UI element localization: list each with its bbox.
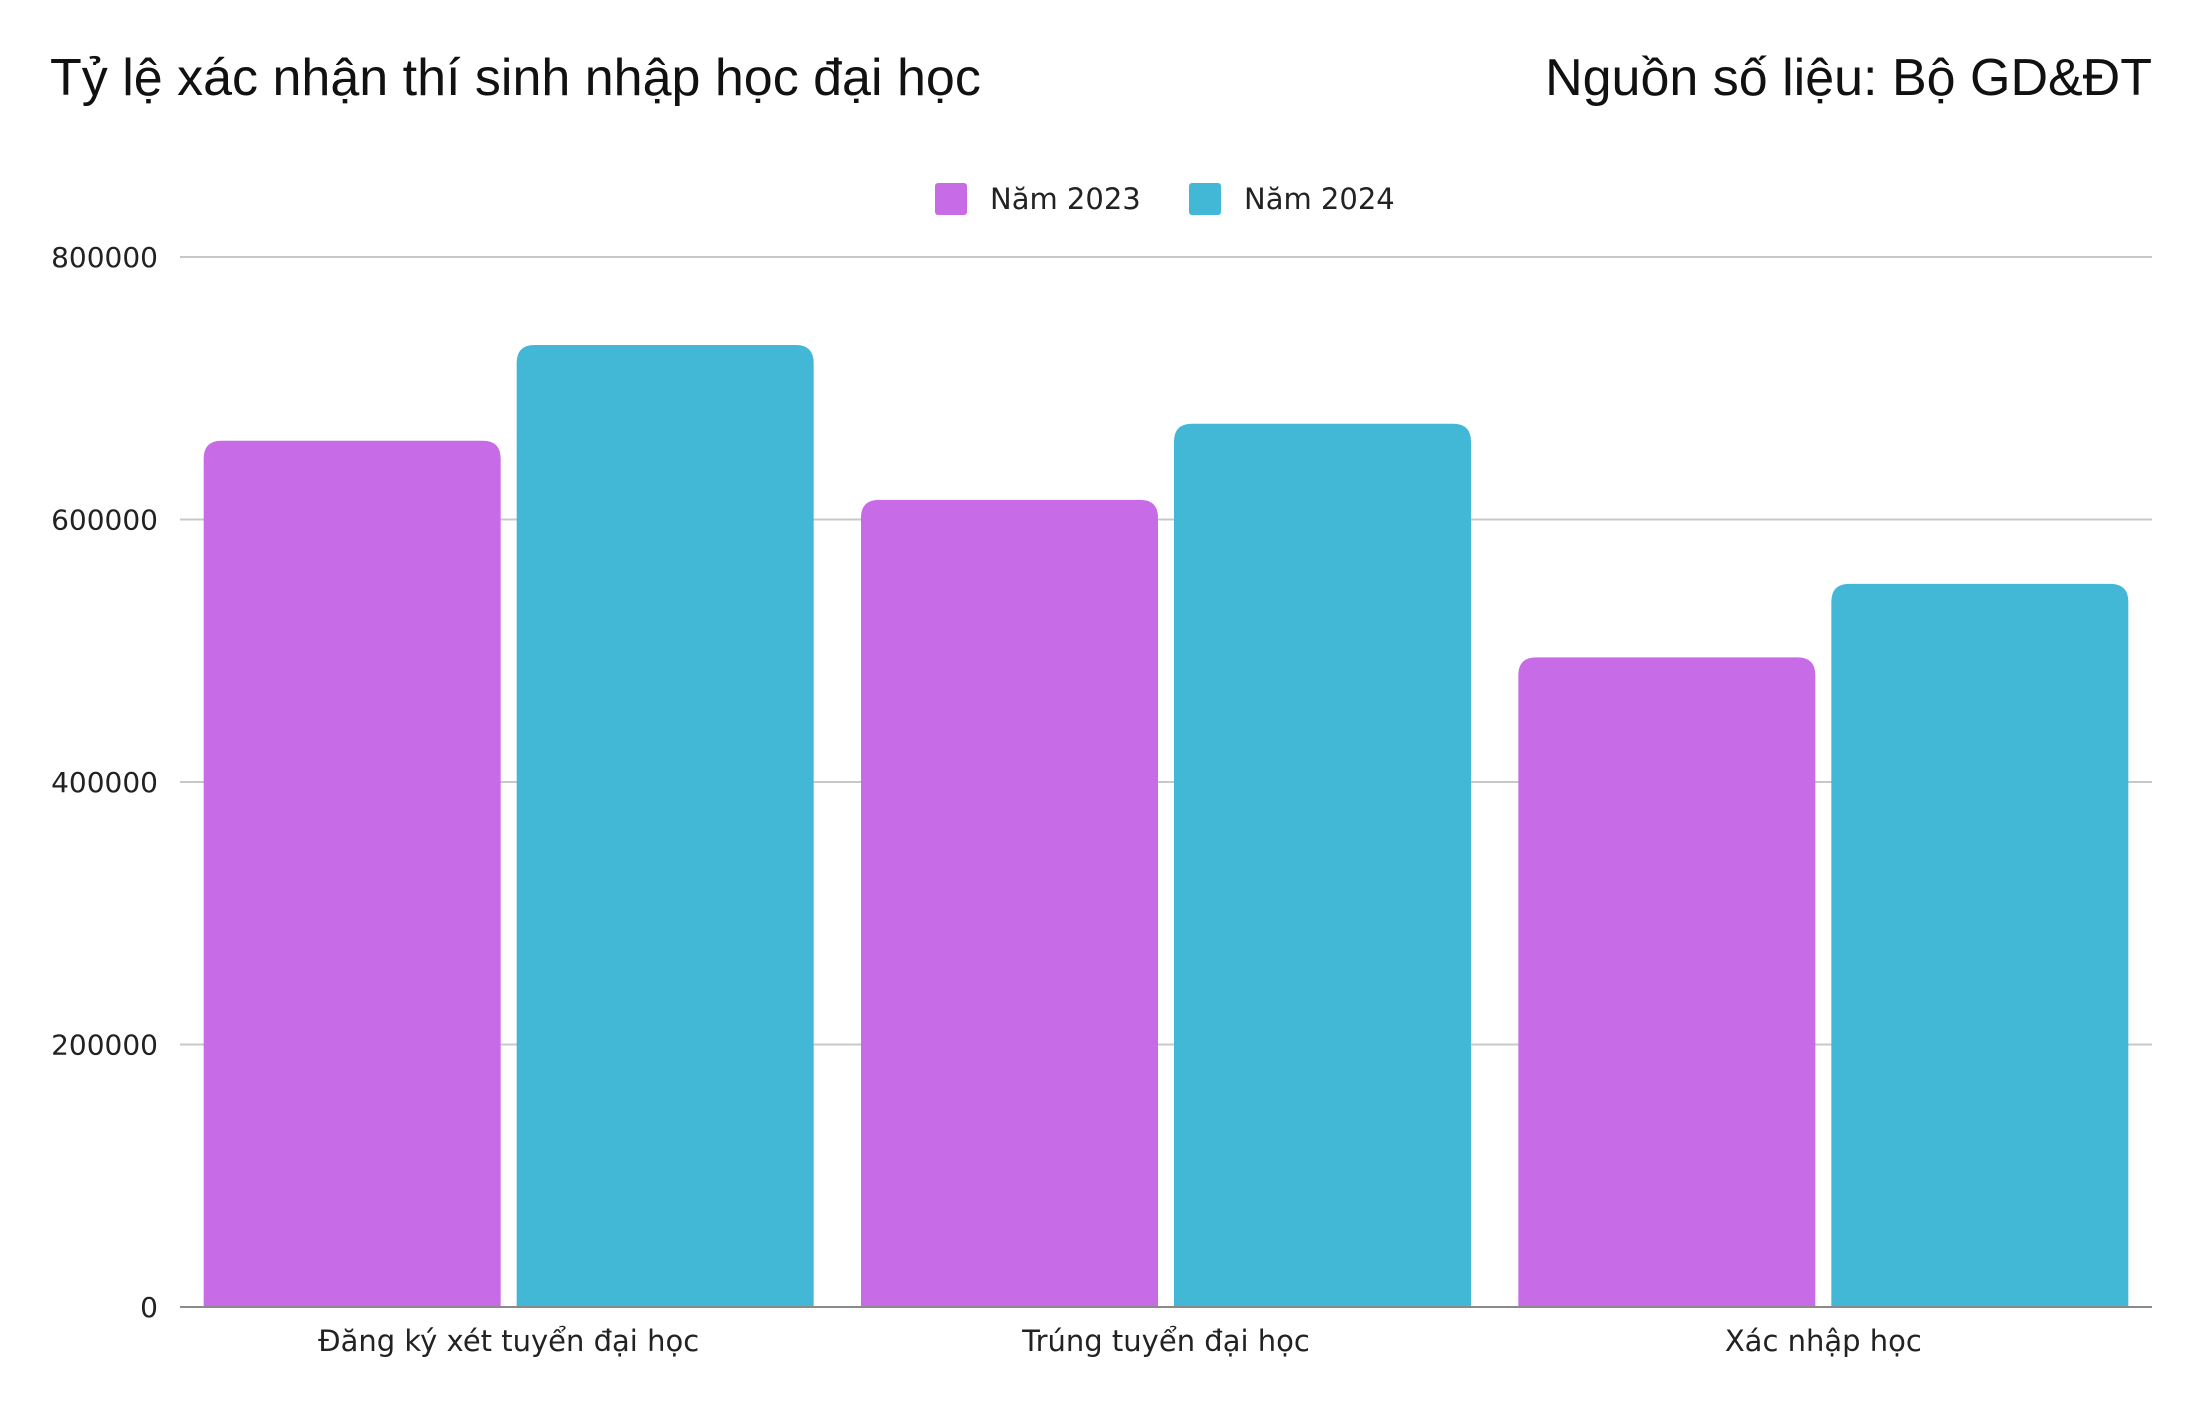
bar <box>1831 583 2129 1307</box>
bar <box>861 499 1158 1307</box>
y-tick-label: 600000 <box>51 504 158 537</box>
legend-swatch <box>1189 183 1221 215</box>
bar <box>1174 423 1471 1307</box>
y-tick-label: 0 <box>140 1291 158 1324</box>
bar <box>203 440 501 1307</box>
legend-label: Năm 2023 <box>990 182 1141 216</box>
y-tick-label: 200000 <box>51 1029 158 1062</box>
x-category-label: Trúng tuyển đại học <box>1021 1324 1310 1358</box>
y-tick-label: 400000 <box>51 766 158 799</box>
y-tick-label: 800000 <box>51 241 158 274</box>
source-note: Nguồn số liệu: Bộ GD&ĐT <box>1545 49 2152 107</box>
chart-title: Tỷ lệ xác nhận thí sinh nhập học đại học <box>50 49 981 107</box>
bar <box>1518 657 1816 1307</box>
x-category-label: Đăng ký xét tuyển đại học <box>318 1324 699 1358</box>
legend-swatch <box>935 183 967 215</box>
x-category-label: Xác nhập học <box>1725 1324 1922 1358</box>
bar <box>516 344 814 1307</box>
legend-label: Năm 2024 <box>1244 182 1395 216</box>
